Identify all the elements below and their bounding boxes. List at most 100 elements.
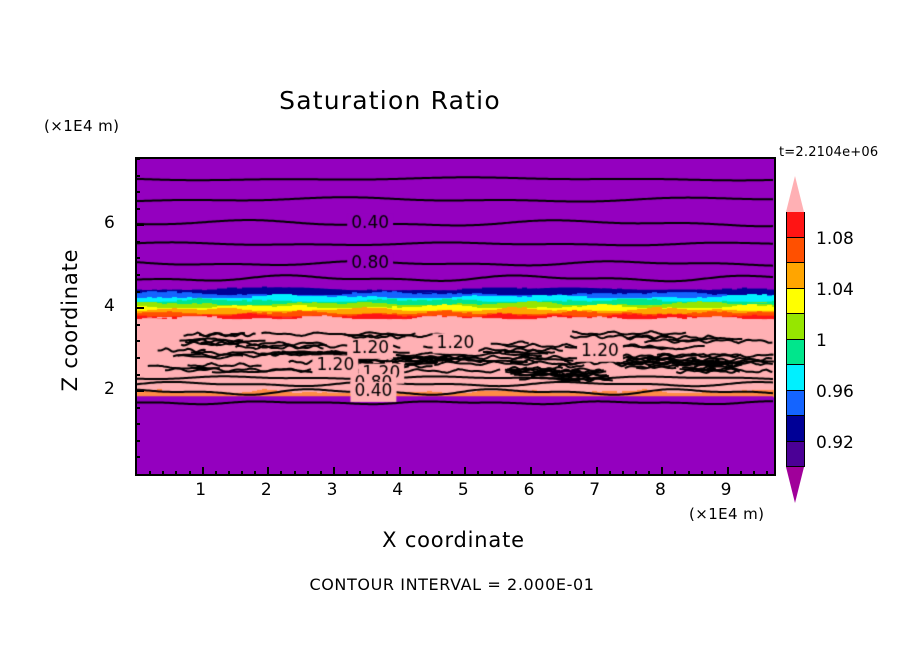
x-tick-minor — [621, 471, 624, 474]
x-tick-minor — [175, 471, 178, 474]
x-tick-minor — [713, 471, 716, 474]
colorbar-band — [786, 416, 805, 442]
x-tick-label: 7 — [589, 480, 601, 500]
x-tick-minor — [635, 471, 638, 474]
y-tick-minor — [137, 240, 140, 243]
x-tick-label: 9 — [720, 480, 732, 500]
x-tick-major — [201, 467, 204, 474]
x-tick-minor — [543, 471, 546, 474]
y-tick-minor — [137, 191, 140, 194]
x-tick-minor — [149, 471, 152, 474]
colorbar-band — [786, 339, 805, 365]
x-tick-minor — [753, 471, 756, 474]
x-tick-major — [530, 467, 533, 474]
contour-field-canvas — [137, 159, 774, 474]
x-tick-minor — [674, 471, 677, 474]
y-tick-minor — [137, 356, 140, 359]
x-tick-label: 4 — [392, 480, 404, 500]
x-tick-minor — [162, 471, 165, 474]
colorbar-band — [786, 237, 805, 263]
colorbar-band — [786, 441, 805, 467]
x-tick-major — [267, 467, 270, 474]
x-tick-minor — [556, 471, 559, 474]
y-tick-label: 6 — [104, 213, 115, 234]
x-tick-minor — [346, 471, 349, 474]
x-tick-minor — [503, 471, 506, 474]
y-tick-minor — [137, 340, 140, 343]
x-tick-minor — [227, 471, 230, 474]
x-tick-label: 8 — [654, 480, 666, 500]
y-tick-minor — [137, 274, 140, 277]
x-tick-minor — [359, 471, 362, 474]
colorbar-tick-label: 0.96 — [816, 382, 854, 402]
page-title: Saturation Ratio — [279, 86, 501, 115]
contour-plot-area[interactable] — [135, 157, 776, 476]
x-tick-major — [727, 467, 730, 474]
y-tick-minor — [137, 323, 140, 326]
x-tick-minor — [424, 471, 427, 474]
colorbar-band — [786, 314, 805, 340]
x-tick-minor — [700, 471, 703, 474]
colorbar[interactable]: 1.08 1.04 1 0.96 0.92 — [786, 176, 854, 503]
y-tick-minor — [137, 439, 140, 442]
x-tick-minor — [608, 471, 611, 474]
x-tick-minor — [372, 471, 375, 474]
colorbar-band — [786, 390, 805, 416]
y-tick-minor — [137, 257, 140, 260]
x-tick-major — [464, 467, 467, 474]
x-tick-minor — [188, 471, 191, 474]
y-tick-minor — [137, 456, 140, 459]
x-tick-minor — [385, 471, 388, 474]
x-tick-minor — [241, 471, 244, 474]
x-tick-minor — [648, 471, 651, 474]
y-axis-unit-label: (×1E4 m) — [44, 117, 120, 135]
colorbar-tick-label: 1.04 — [816, 280, 854, 300]
y-tick-minor — [137, 373, 140, 376]
colorbar-band — [786, 263, 805, 289]
x-tick-minor — [293, 471, 296, 474]
x-tick-minor — [438, 471, 441, 474]
x-tick-minor — [306, 471, 309, 474]
x-tick-minor — [280, 471, 283, 474]
x-tick-minor — [477, 471, 480, 474]
y-tick-minor — [137, 423, 140, 426]
colorbar-extend-bottom-arrow — [786, 467, 804, 503]
colorbar-extend-top-arrow — [786, 176, 804, 212]
x-tick-minor — [569, 471, 572, 474]
time-stamp-label: t=2.2104e+06 — [779, 145, 879, 160]
colorbar-bands — [786, 212, 805, 467]
x-tick-minor — [319, 471, 322, 474]
x-axis-title: X coordinate — [382, 528, 525, 552]
y-tick-major — [137, 224, 144, 227]
y-tick-minor — [137, 174, 140, 177]
x-tick-major — [398, 467, 401, 474]
x-axis-unit-label: (×1E4 m) — [689, 505, 765, 523]
x-tick-minor — [254, 471, 257, 474]
x-tick-minor — [411, 471, 414, 474]
y-tick-major — [137, 390, 144, 393]
x-tick-label: 5 — [457, 480, 469, 500]
x-tick-minor — [687, 471, 690, 474]
x-tick-label: 3 — [326, 480, 338, 500]
x-tick-minor — [516, 471, 519, 474]
x-tick-minor — [740, 471, 743, 474]
x-tick-label: 2 — [260, 480, 272, 500]
y-tick-minor — [137, 406, 140, 409]
x-tick-label: 6 — [523, 480, 535, 500]
colorbar-band — [786, 288, 805, 314]
colorbar-band — [786, 212, 805, 238]
x-tick-minor — [582, 471, 585, 474]
x-tick-minor — [766, 471, 769, 474]
x-tick-major — [661, 467, 664, 474]
y-axis-title: Z coordinate — [58, 248, 82, 392]
x-tick-major — [595, 467, 598, 474]
colorbar-band — [786, 365, 805, 391]
y-tick-label: 4 — [104, 296, 115, 317]
contour-interval-caption: CONTOUR INTERVAL = 2.000E-01 — [309, 575, 595, 594]
colorbar-tick-label: 1 — [816, 331, 827, 351]
x-tick-major — [333, 467, 335, 474]
y-tick-minor — [137, 159, 140, 160]
colorbar-tick-label: 0.92 — [816, 433, 854, 453]
y-tick-major — [137, 307, 144, 310]
colorbar-tick-label: 1.08 — [816, 229, 854, 249]
